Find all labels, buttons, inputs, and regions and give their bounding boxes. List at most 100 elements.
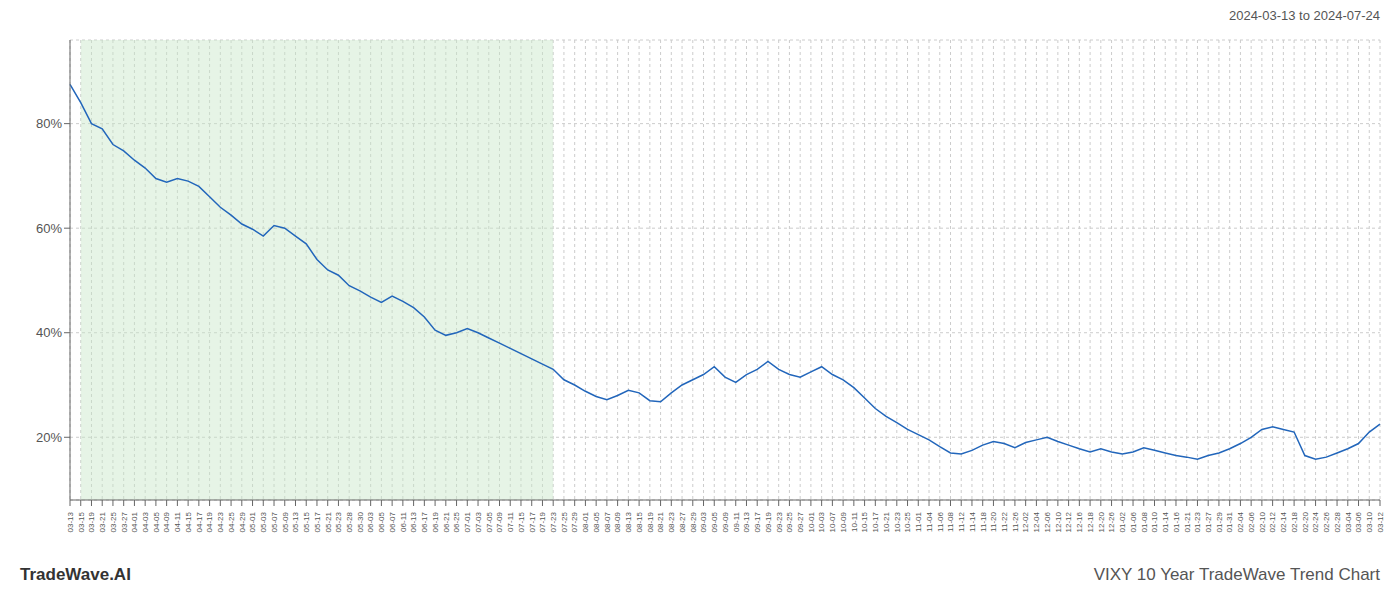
svg-text:10-25: 10-25 <box>903 511 912 532</box>
svg-text:05-23: 05-23 <box>334 511 343 532</box>
svg-text:03-21: 03-21 <box>98 511 107 532</box>
svg-text:04-19: 04-19 <box>205 511 214 532</box>
svg-text:06-17: 06-17 <box>420 511 429 532</box>
svg-text:09-23: 09-23 <box>774 511 783 532</box>
svg-text:12-04: 12-04 <box>1032 511 1041 532</box>
svg-text:03-04: 03-04 <box>1344 511 1353 532</box>
svg-text:09-25: 09-25 <box>785 511 794 532</box>
svg-text:20%: 20% <box>36 430 62 445</box>
svg-text:04-05: 04-05 <box>152 511 161 532</box>
svg-text:11-20: 11-20 <box>989 511 998 531</box>
svg-text:06-07: 06-07 <box>388 511 397 532</box>
svg-text:01-02: 01-02 <box>1118 511 1127 532</box>
svg-text:07-01: 07-01 <box>463 511 472 532</box>
svg-text:03-19: 03-19 <box>87 511 96 532</box>
svg-text:08-27: 08-27 <box>678 511 687 532</box>
svg-text:05-07: 05-07 <box>270 511 279 532</box>
svg-text:01-08: 01-08 <box>1140 511 1149 532</box>
svg-text:03-27: 03-27 <box>119 511 128 532</box>
svg-text:04-15: 04-15 <box>184 511 193 532</box>
svg-text:09-17: 09-17 <box>753 511 762 532</box>
svg-text:07-09: 07-09 <box>495 511 504 532</box>
svg-text:08-29: 08-29 <box>689 511 698 532</box>
svg-text:06-13: 06-13 <box>409 511 418 532</box>
svg-text:09-03: 09-03 <box>699 511 708 532</box>
svg-text:02-28: 02-28 <box>1333 511 1342 532</box>
svg-text:04-25: 04-25 <box>227 511 236 532</box>
svg-text:12-26: 12-26 <box>1107 511 1116 532</box>
svg-text:01-14: 01-14 <box>1161 511 1170 532</box>
svg-text:01-16: 01-16 <box>1172 511 1181 532</box>
svg-text:05-13: 05-13 <box>291 511 300 532</box>
svg-text:05-17: 05-17 <box>313 511 322 532</box>
svg-text:12-16: 12-16 <box>1075 511 1084 532</box>
svg-text:08-07: 08-07 <box>603 511 612 532</box>
svg-text:06-05: 06-05 <box>377 511 386 532</box>
svg-text:01-21: 01-21 <box>1183 511 1192 532</box>
svg-text:05-21: 05-21 <box>324 511 333 532</box>
svg-text:03-06: 03-06 <box>1354 511 1363 532</box>
svg-text:02-04: 02-04 <box>1236 511 1245 532</box>
svg-text:02-06: 02-06 <box>1247 511 1256 532</box>
svg-text:11-22: 11-22 <box>1000 511 1009 531</box>
svg-text:11-18: 11-18 <box>979 511 988 531</box>
svg-text:02-12: 02-12 <box>1268 511 1277 532</box>
svg-text:11-01: 11-01 <box>914 511 923 531</box>
svg-text:08-21: 08-21 <box>656 511 665 532</box>
svg-text:03-10: 03-10 <box>1365 511 1374 532</box>
svg-text:08-09: 08-09 <box>613 511 622 532</box>
svg-text:40%: 40% <box>36 325 62 340</box>
svg-text:02-20: 02-20 <box>1301 511 1310 532</box>
svg-text:01-31: 01-31 <box>1225 511 1234 532</box>
svg-text:11-04: 11-04 <box>925 511 934 531</box>
svg-text:08-05: 08-05 <box>592 511 601 532</box>
svg-text:12-06: 12-06 <box>1043 511 1052 532</box>
svg-text:12-18: 12-18 <box>1086 511 1095 532</box>
svg-text:08-15: 08-15 <box>635 511 644 532</box>
svg-text:80%: 80% <box>36 116 62 131</box>
svg-text:06-11: 06-11 <box>399 511 408 531</box>
svg-text:03-12: 03-12 <box>1376 511 1385 532</box>
svg-text:07-29: 07-29 <box>570 511 579 532</box>
svg-text:02-24: 02-24 <box>1311 511 1320 532</box>
svg-text:04-11: 04-11 <box>173 511 182 531</box>
svg-text:08-19: 08-19 <box>646 511 655 532</box>
svg-text:06-03: 06-03 <box>366 511 375 532</box>
svg-text:05-28: 05-28 <box>345 511 354 532</box>
svg-text:60%: 60% <box>36 221 62 236</box>
svg-text:11-26: 11-26 <box>1011 511 1020 531</box>
svg-text:05-15: 05-15 <box>302 511 311 532</box>
svg-text:10-23: 10-23 <box>893 511 902 532</box>
svg-text:05-03: 05-03 <box>259 511 268 532</box>
svg-text:03-15: 03-15 <box>77 511 86 532</box>
svg-text:08-01: 08-01 <box>581 511 590 532</box>
svg-text:10-21: 10-21 <box>882 511 891 532</box>
svg-text:08-13: 08-13 <box>624 511 633 532</box>
svg-text:10-17: 10-17 <box>871 511 880 532</box>
svg-text:02-26: 02-26 <box>1322 511 1331 532</box>
svg-text:09-13: 09-13 <box>742 511 751 532</box>
svg-text:08-23: 08-23 <box>667 511 676 532</box>
svg-text:05-30: 05-30 <box>356 511 365 532</box>
svg-text:10-15: 10-15 <box>860 511 869 532</box>
svg-text:04-17: 04-17 <box>195 511 204 532</box>
svg-text:11-14: 11-14 <box>968 511 977 531</box>
svg-text:01-29: 01-29 <box>1215 511 1224 532</box>
svg-text:07-19: 07-19 <box>538 511 547 532</box>
svg-text:09-27: 09-27 <box>796 511 805 532</box>
svg-text:11-06: 11-06 <box>936 511 945 531</box>
svg-text:04-01: 04-01 <box>130 511 139 532</box>
svg-text:10-03: 10-03 <box>817 511 826 532</box>
svg-text:10-11: 10-11 <box>850 511 859 531</box>
svg-text:07-11: 07-11 <box>506 511 515 531</box>
svg-text:09-11: 09-11 <box>732 511 741 531</box>
svg-text:06-19: 06-19 <box>431 511 440 532</box>
svg-text:07-15: 07-15 <box>517 511 526 532</box>
svg-text:12-10: 12-10 <box>1054 511 1063 532</box>
svg-text:04-09: 04-09 <box>162 511 171 532</box>
svg-text:09-05: 09-05 <box>710 511 719 532</box>
svg-text:07-05: 07-05 <box>485 511 494 532</box>
svg-text:01-27: 01-27 <box>1204 511 1213 532</box>
svg-text:04-03: 04-03 <box>141 511 150 532</box>
svg-text:01-23: 01-23 <box>1193 511 1202 532</box>
